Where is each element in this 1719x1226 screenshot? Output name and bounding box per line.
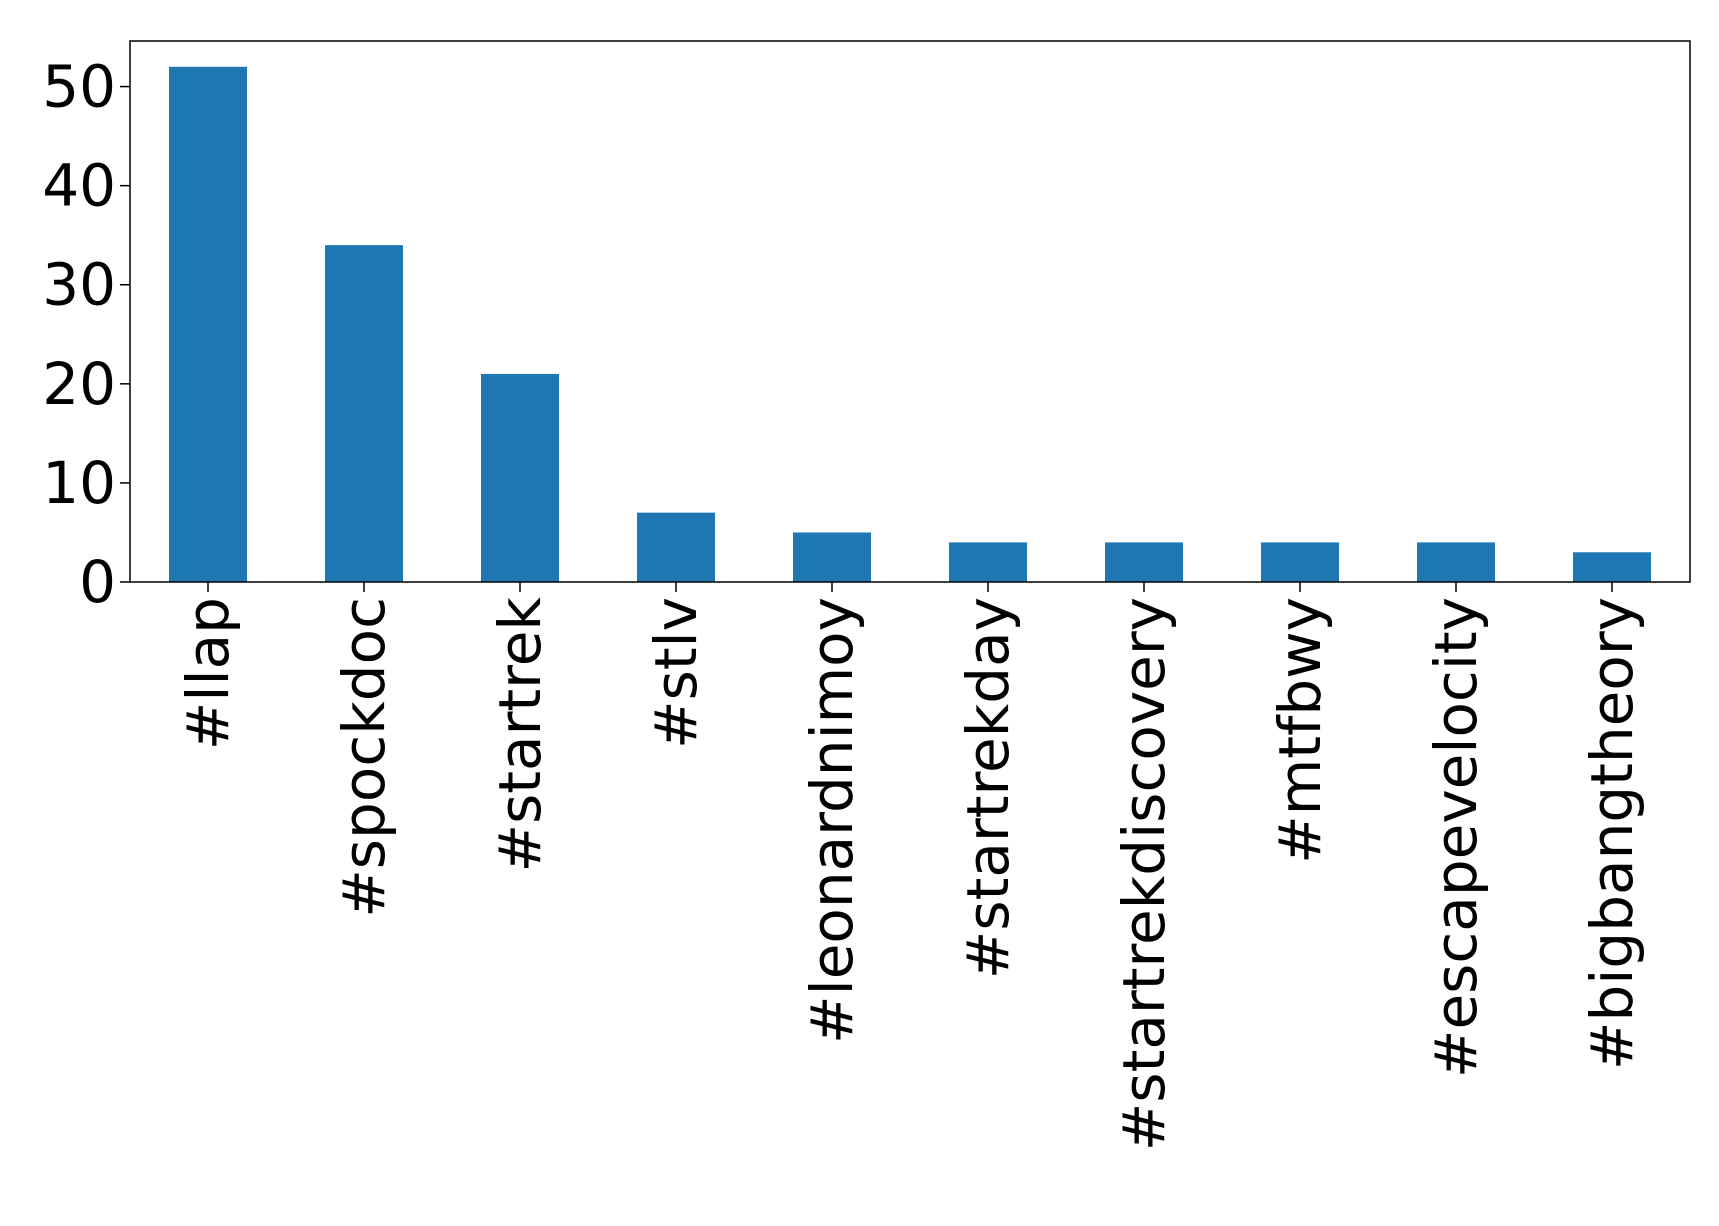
- x-tick-label: #mtfbwy: [1266, 597, 1334, 864]
- y-tick-label: 20: [42, 350, 116, 418]
- y-tick-label: 0: [79, 548, 116, 616]
- y-tick-label: 50: [42, 53, 116, 121]
- x-tick-label: #llap: [174, 597, 242, 750]
- x-tick-label: #bigbangtheory: [1578, 597, 1646, 1070]
- bars-group: [169, 66, 1651, 582]
- bar-startrekday: [949, 542, 1027, 582]
- bar-startrek: [481, 373, 559, 582]
- x-tick-label: #escapevelocity: [1422, 597, 1490, 1078]
- bar-mtfbwy: [1261, 542, 1339, 582]
- x-tick-label: #startrek: [486, 597, 554, 873]
- x-tick-label: #startrekdiscovery: [1110, 597, 1178, 1151]
- y-tick-label: 40: [42, 152, 116, 220]
- y-tick-label: 30: [42, 251, 116, 319]
- bar-stlv: [637, 512, 715, 582]
- bar-leonardnimoy: [793, 532, 871, 582]
- x-tick-label: #stlv: [642, 597, 710, 749]
- bar-escapevelocity: [1417, 542, 1495, 582]
- bar-bigbangtheory: [1573, 552, 1651, 582]
- x-tick-label: #leonardnimoy: [798, 597, 866, 1044]
- y-tick-label: 10: [42, 449, 116, 517]
- bar-startrekdiscovery: [1105, 542, 1183, 582]
- bar-spockdoc: [325, 245, 403, 582]
- y-axis: 0 10 20 30 40 50: [42, 53, 130, 616]
- x-tick-label: #spockdoc: [330, 597, 398, 918]
- bar-llap: [169, 66, 247, 582]
- x-axis: #llap #spockdoc #startrek #stlv #leonardnimo…: [174, 582, 1646, 1151]
- x-tick-label: #startrekday: [954, 597, 1022, 979]
- plot-frame: [129, 40, 1691, 583]
